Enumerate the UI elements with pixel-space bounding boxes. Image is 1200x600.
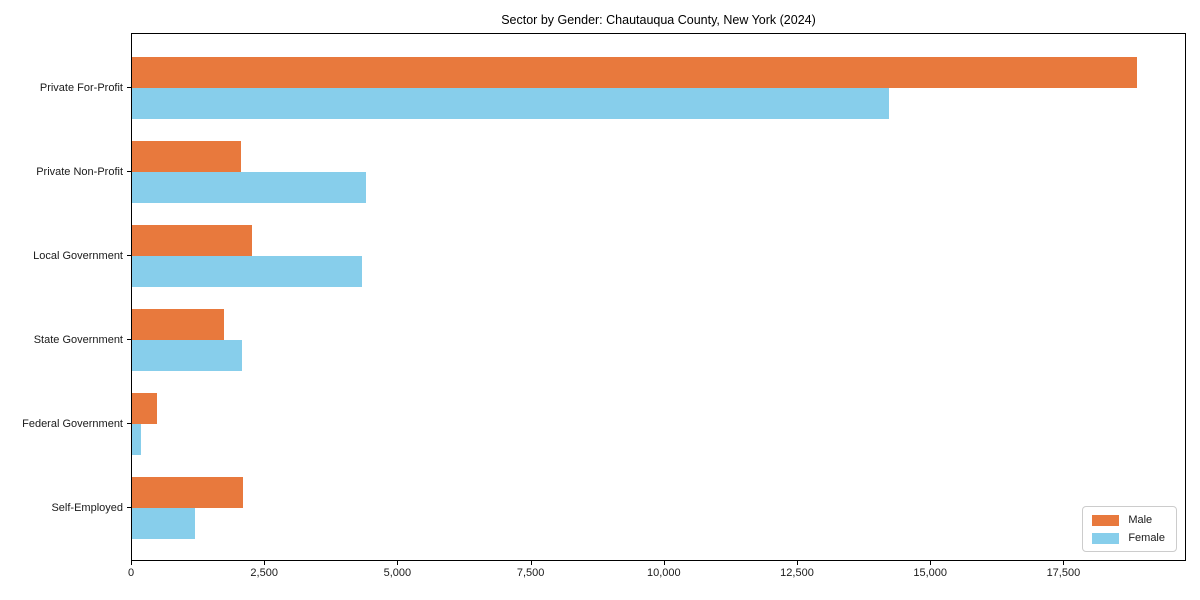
x-tick-label: 0	[127, 567, 135, 579]
y-tick-label: Private For-Profit	[39, 82, 123, 94]
x-tick-label: 5,000	[383, 567, 412, 579]
x-tick-label: 12,500	[780, 567, 814, 579]
male-legend-swatch	[1092, 514, 1120, 526]
x-tick-mark	[930, 561, 932, 565]
y-tick-mark	[127, 255, 131, 256]
y-tick-label: Local Government	[33, 250, 123, 262]
x-tick-mark	[663, 561, 665, 565]
y-tick-mark	[127, 507, 131, 508]
y-tick-mark	[127, 423, 131, 424]
bar-female-4	[132, 340, 243, 371]
bar-female-6	[132, 508, 195, 539]
female-legend-label: Female	[1128, 532, 1165, 544]
female-legend-swatch	[1092, 532, 1120, 544]
y-tick-mark	[127, 339, 131, 340]
y-tick-label: Federal Government	[22, 418, 123, 430]
y-tick-mark	[127, 171, 131, 172]
bar-male-4	[132, 309, 225, 340]
x-tick-label: 17,500	[1046, 567, 1081, 579]
bar-female-3	[132, 256, 363, 287]
bar-male-6	[132, 477, 244, 508]
y-tick-label: Self-Employed	[51, 502, 123, 514]
x-tick-mark	[397, 561, 399, 565]
plot-area: Male Female	[131, 33, 1186, 561]
chart-title: Sector by Gender: Chautauqua County, New…	[501, 13, 816, 27]
bar-male-2	[132, 141, 242, 172]
x-tick-mark	[264, 561, 266, 565]
bar-male-3	[132, 225, 253, 256]
x-tick-label: 10,000	[646, 567, 681, 579]
x-tick-mark	[797, 561, 798, 565]
legend-item-male: Male	[1092, 514, 1165, 526]
bar-male-1	[132, 57, 1138, 88]
bar-female-5	[132, 424, 142, 455]
legend: Male Female	[1082, 506, 1177, 552]
bar-female-1	[132, 88, 890, 119]
bar-male-5	[132, 393, 157, 424]
x-tick-mark	[1063, 561, 1065, 565]
bar-female-2	[132, 172, 367, 203]
male-legend-label: Male	[1128, 514, 1153, 526]
x-tick-mark	[131, 561, 132, 565]
legend-item-female: Female	[1092, 532, 1165, 544]
x-tick-label: 2,500	[250, 567, 278, 579]
y-tick-label: Private Non-Profit	[36, 166, 123, 178]
x-tick-label: 15,000	[913, 567, 948, 579]
x-tick-label: 7,500	[516, 567, 545, 579]
y-tick-label: State Government	[33, 334, 123, 346]
x-tick-mark	[530, 561, 532, 565]
y-tick-mark	[127, 87, 131, 88]
